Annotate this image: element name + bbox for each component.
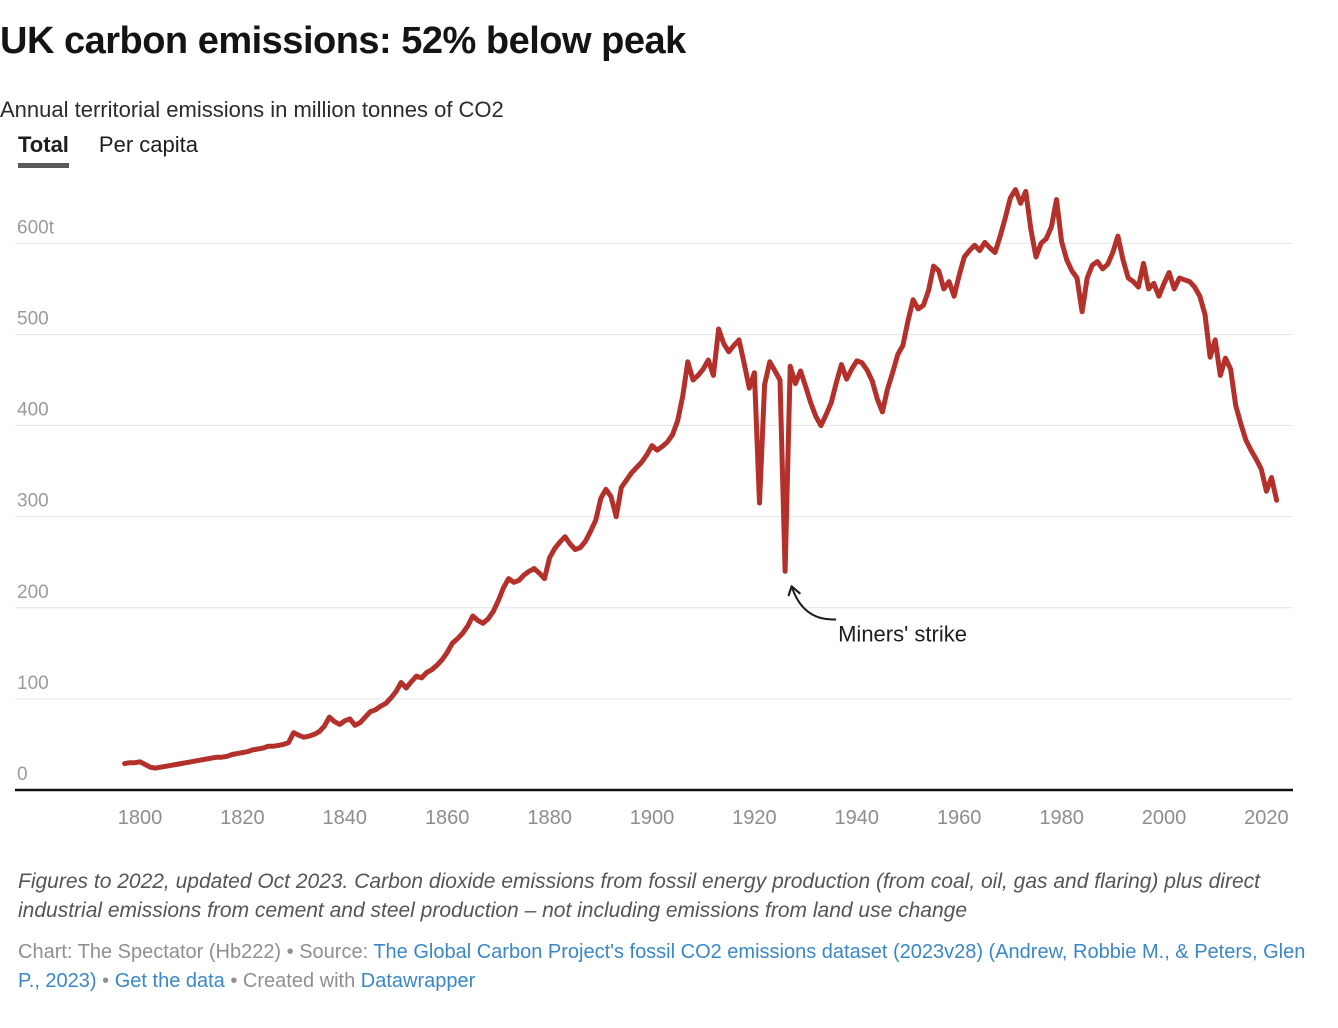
x-axis-labels: 1800 1820 1840 1860 1880 1900 1920 1940 1960 1980… [118, 807, 1289, 829]
svg-text:0: 0 [17, 764, 28, 785]
svg-text:1940: 1940 [835, 807, 880, 829]
get-the-data-link[interactable]: Get the data [114, 970, 225, 993]
svg-text:1800: 1800 [118, 807, 163, 829]
svg-text:1880: 1880 [527, 807, 572, 829]
svg-text:1840: 1840 [323, 807, 368, 829]
chart-canvas[interactable]: 600t 500 400 300 200 100 0 1800 1820 1840 1860 188… [0, 171, 1338, 841]
miners-strike-annotation: Miners' strike [787, 585, 967, 646]
page-title: UK carbon emissions: 52% below peak [0, 20, 686, 62]
tab-per-capita[interactable]: Per capita [98, 132, 198, 158]
tab-total[interactable]: Total [18, 132, 69, 169]
chart-widget: UK carbon emissions: 52% below peak Annu… [0, 20, 1338, 996]
svg-text:300: 300 [17, 491, 49, 512]
chart-subtitle: Annual territorial emissions in million … [0, 96, 504, 122]
svg-text:1820: 1820 [220, 807, 265, 829]
separator: • [96, 970, 115, 993]
created-with-label: • Created with [224, 970, 361, 993]
y-axis-labels: 600t 500 400 300 200 100 0 [17, 217, 55, 785]
emissions-line-chart[interactable]: 600t 500 400 300 200 100 0 1800 1820 1840 1860 188… [0, 171, 1338, 841]
svg-text:600t: 600t [17, 217, 55, 238]
svg-text:1900: 1900 [630, 807, 675, 829]
svg-text:1960: 1960 [937, 807, 982, 829]
total-emissions-line[interactable] [122, 187, 1280, 771]
svg-text:400: 400 [17, 400, 49, 421]
svg-text:2020: 2020 [1244, 807, 1289, 829]
attribution-prefix: Chart: The Spectator (Hb222) • Source: [18, 941, 374, 964]
view-tabs: Total Per capita [18, 132, 1318, 169]
svg-text:100: 100 [17, 673, 49, 694]
attribution-line: Chart: The Spectator (Hb222) • Source: T… [18, 938, 1320, 996]
svg-text:500: 500 [17, 309, 49, 330]
svg-text:1980: 1980 [1039, 807, 1084, 829]
svg-text:2000: 2000 [1142, 807, 1187, 829]
svg-text:1860: 1860 [425, 807, 470, 829]
datawrapper-link[interactable]: Datawrapper [360, 970, 476, 993]
svg-text:1920: 1920 [732, 807, 777, 829]
svg-text:200: 200 [17, 582, 49, 603]
chart-notes: Figures to 2022, updated Oct 2023. Carbo… [18, 870, 1260, 923]
source-link[interactable]: The Global Carbon Project's fossil CO2 e… [18, 941, 1306, 993]
svg-text:Miners' strike: Miners' strike [838, 621, 967, 646]
y-gridlines [15, 242, 1293, 792]
